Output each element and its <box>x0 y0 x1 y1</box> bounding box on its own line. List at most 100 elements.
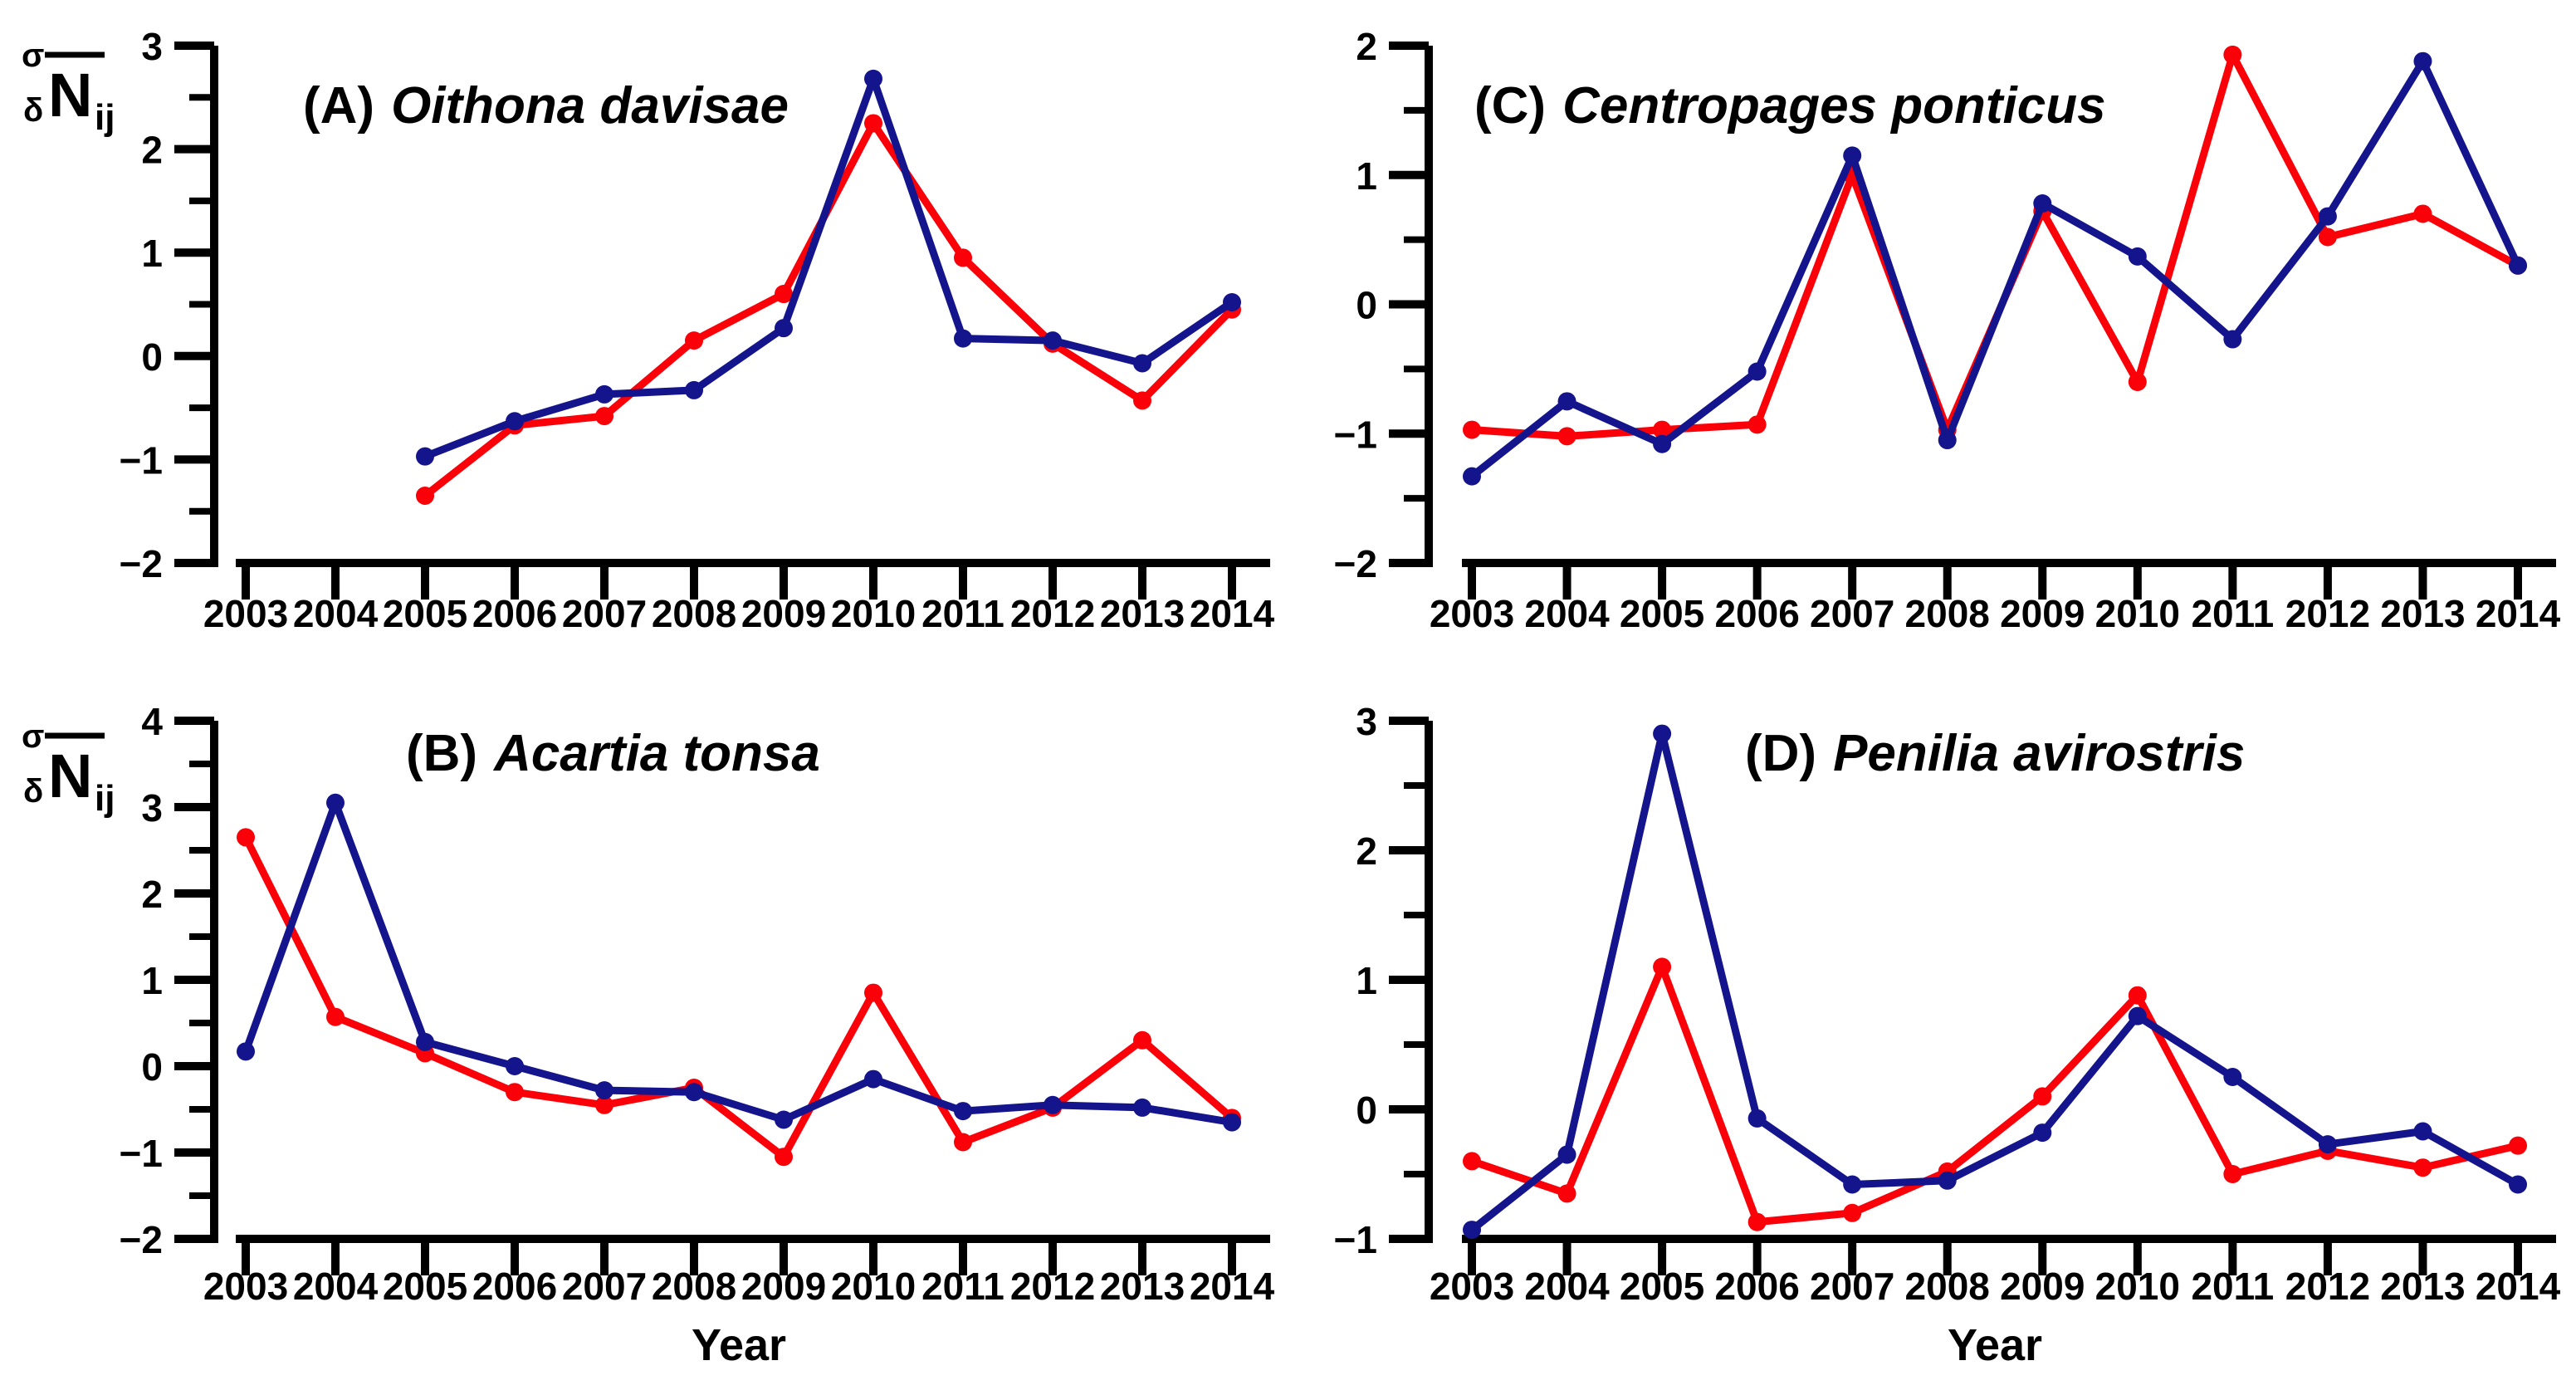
series-blue-marker <box>1133 354 1151 373</box>
series-red-line <box>1468 962 2522 1226</box>
panel-a-chart: −2 −1 0 1 2 3 2003 2004 2005 2006 2007 2008 2009 2010… <box>22 25 1275 635</box>
series-blue-marker <box>1843 146 1862 165</box>
y-axis-label-subscript: ij <box>95 778 115 819</box>
x-tick-label: 2014 <box>2476 592 2561 635</box>
y-tick-label: −1 <box>120 438 163 482</box>
y-axis-label-delta: δ <box>23 92 43 129</box>
y-axis-label-n: N <box>48 741 92 810</box>
series-red-marker <box>2318 228 2337 247</box>
series-blue-marker <box>2318 1135 2337 1154</box>
series-blue-marker <box>2509 1175 2527 1194</box>
series-blue-marker <box>1463 1221 1481 1240</box>
y-tick-label: −2 <box>120 1218 163 1261</box>
species-name-label: Centropages ponticus <box>1562 77 2106 135</box>
x-tick-label: 2012 <box>2285 1265 2370 1308</box>
series-blue-marker <box>2509 256 2527 275</box>
y-tick-label: 2 <box>1356 25 1377 68</box>
x-tick-label: 2004 <box>293 592 379 635</box>
series-blue-marker <box>2033 1123 2052 1143</box>
x-tick-label: 2011 <box>921 1265 1004 1308</box>
series-blue-marker <box>1653 724 1672 743</box>
x-tick-label: 2003 <box>203 592 288 635</box>
x-tick-label: 2005 <box>1620 1265 1704 1308</box>
series-blue-line <box>1468 57 2522 481</box>
series-blue-marker <box>1653 434 1672 453</box>
series-red-marker <box>1747 415 1767 434</box>
series-blue-marker <box>1747 362 1767 381</box>
x-tick-label: 2007 <box>1810 1265 1894 1308</box>
series-red-marker <box>2509 1136 2527 1155</box>
series-red-marker <box>1843 1203 1862 1222</box>
x-tick-label: 2008 <box>1905 1265 1990 1308</box>
y-tick-label: 0 <box>141 335 163 379</box>
panel-c-chart: −2 −1 0 1 2 2003 2004 2005 2006 2007 2008 2009 2010 2… <box>1334 25 2561 635</box>
series-red-marker <box>864 114 882 133</box>
panel-letter-label: (A) <box>303 77 374 135</box>
y-tick-label: 3 <box>141 786 163 830</box>
x-tick-label: 2014 <box>1190 592 1275 635</box>
x-tick-label: 2014 <box>1190 1265 1275 1308</box>
x-tick-label: 2010 <box>2095 1265 2180 1308</box>
series-blue-marker <box>864 69 882 88</box>
species-name-label: Acartia tonsa <box>492 725 820 782</box>
y-tick-label: −2 <box>120 542 163 585</box>
series-blue-marker <box>1938 431 1957 450</box>
series-blue-marker <box>1843 1175 1862 1194</box>
y-tick-label: 1 <box>141 232 163 275</box>
series-blue-marker <box>1044 331 1062 350</box>
series-red-marker <box>2413 204 2432 223</box>
x-tick-label: 2013 <box>2380 592 2465 635</box>
series-red-marker <box>506 1083 524 1102</box>
series-blue-marker <box>954 329 972 348</box>
y-tick-label: 0 <box>141 1045 163 1089</box>
x-tick-label: 2006 <box>472 1265 557 1308</box>
x-tick-label: 2006 <box>1714 1265 1799 1308</box>
series-blue-marker <box>2128 247 2147 266</box>
series-red-marker <box>1133 1030 1151 1050</box>
x-tick-label: 2009 <box>2000 592 2085 635</box>
x-tick-label: 2010 <box>831 592 916 635</box>
x-tick-label: 2009 <box>741 1265 826 1308</box>
panel-title: (D) Penilia avirostris <box>1745 725 2245 782</box>
series-blue-marker <box>416 447 434 466</box>
series-red-marker <box>326 1007 345 1026</box>
series-blue-marker <box>2033 194 2052 213</box>
x-tick-label: 2008 <box>1905 592 1990 635</box>
series-red-marker <box>864 983 882 1002</box>
series-red-marker <box>237 828 255 847</box>
y-tick-label: 3 <box>141 25 163 68</box>
x-tick-label: 2004 <box>293 1265 379 1308</box>
x-tick-label: 2007 <box>562 1265 647 1308</box>
series-blue-marker <box>1044 1095 1062 1114</box>
series-red-marker <box>595 407 613 426</box>
y-tick-label: −1 <box>1334 413 1377 456</box>
series-blue-marker <box>1747 1109 1767 1128</box>
series-blue-marker <box>864 1069 882 1089</box>
series-blue-marker <box>595 1081 613 1100</box>
series-blue-marker <box>685 1083 703 1102</box>
y-tick-label: 1 <box>1356 959 1377 1002</box>
series-blue-marker <box>237 1042 255 1061</box>
x-tick-label: 2013 <box>1100 592 1185 635</box>
series-red-marker <box>1653 420 1672 439</box>
species-name-label: Oithona davisae <box>391 77 789 135</box>
x-tick-label: 2005 <box>1620 592 1704 635</box>
series-red-marker <box>2413 1158 2432 1177</box>
y-tick-label: −1 <box>120 1132 163 1175</box>
x-tick-label: 2009 <box>2000 1265 2085 1308</box>
series-red-line <box>421 120 1236 500</box>
y-tick-label: −2 <box>1334 542 1377 585</box>
series-blue-marker <box>2223 330 2242 349</box>
series-red-marker <box>2223 45 2242 64</box>
series-blue-marker <box>416 1032 434 1051</box>
series-red-marker <box>954 248 972 267</box>
panel-d-container: −1 0 1 2 3 2003 2004 2005 2006 2007 2008 2009 2010 20… <box>1288 681 2576 1390</box>
y-tick-label: 1 <box>1356 154 1377 198</box>
species-name-label: Penilia avirostris <box>1833 725 2245 782</box>
panel-title: (C) Centropages ponticus <box>1474 77 2106 135</box>
x-tick-label: 2011 <box>2191 1265 2274 1308</box>
series-red-marker <box>1747 1212 1767 1231</box>
series-blue-marker <box>775 319 793 338</box>
series-red-marker <box>595 1095 613 1114</box>
